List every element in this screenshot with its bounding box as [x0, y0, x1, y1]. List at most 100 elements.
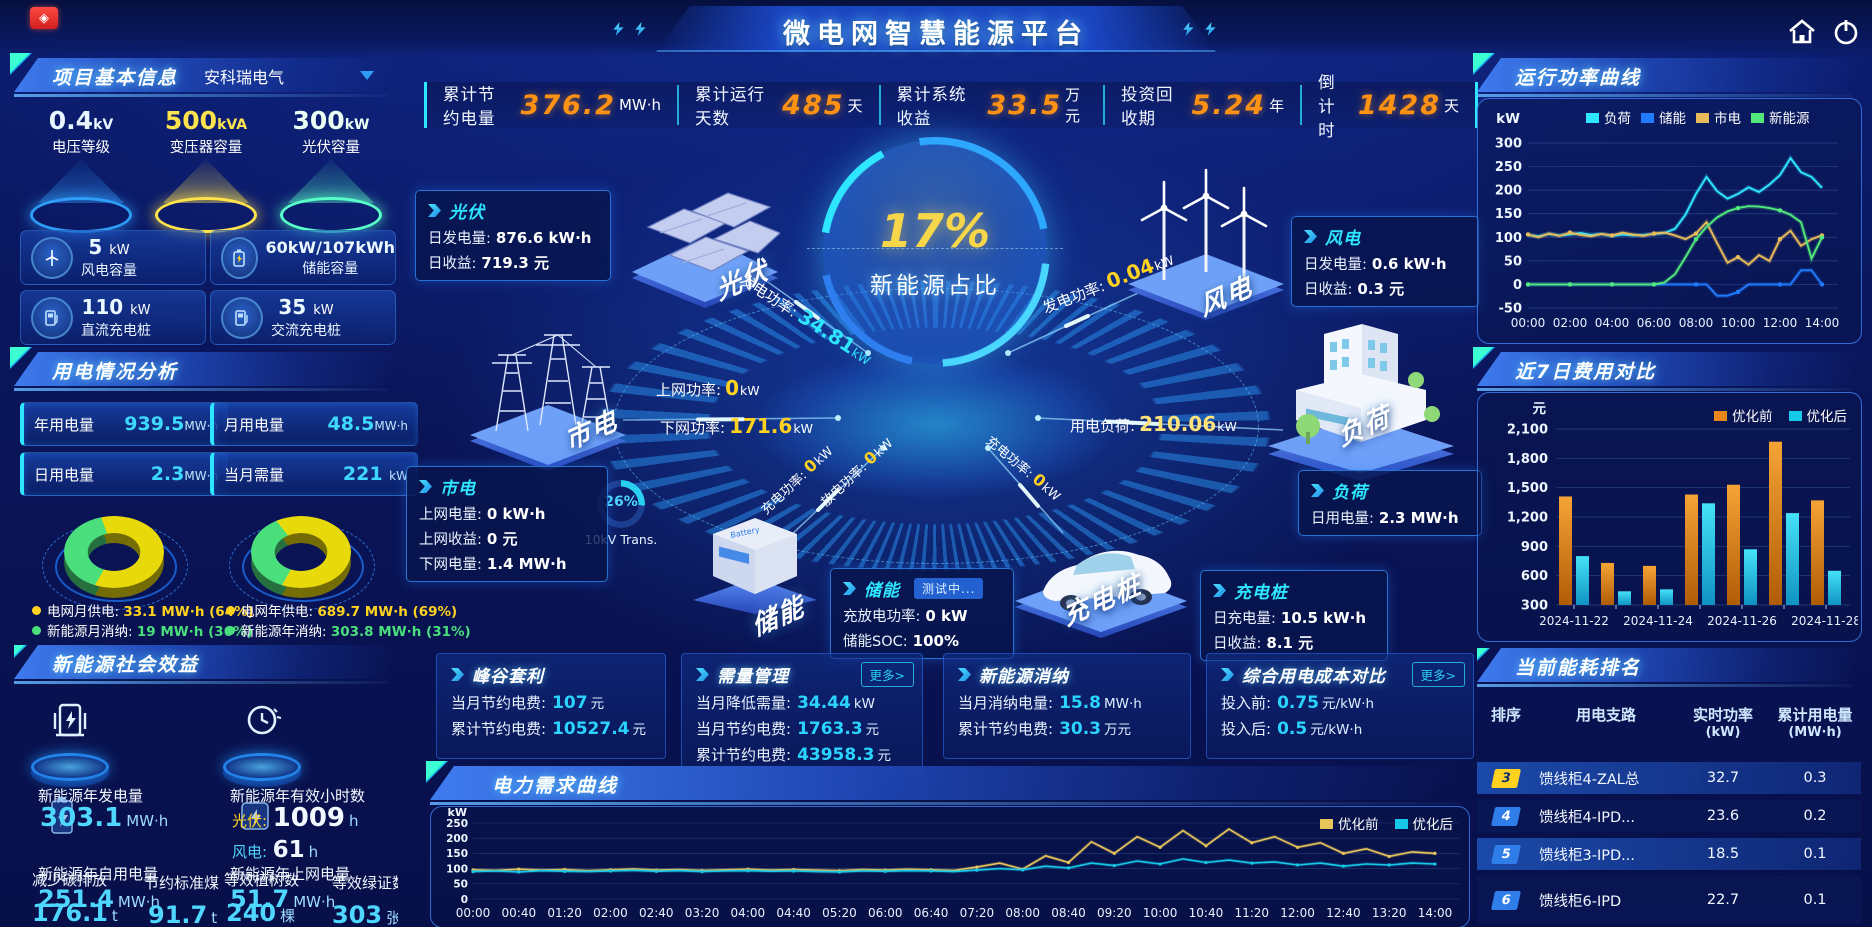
grid-node-illustration [470, 334, 626, 471]
grid-up-flow: 上网功率: 0kW [656, 376, 760, 400]
table-row[interactable]: 4 馈线柜4-IPD... 23.6 0.2 [1477, 800, 1861, 832]
legend-item[interactable]: 新能源 [1751, 107, 1810, 127]
power-icon[interactable] [1830, 16, 1862, 48]
kpi-value: 1428 [1357, 89, 1441, 121]
kpi-unit: MW·h [618, 96, 662, 114]
rank-badge: 4 [1490, 806, 1522, 826]
panel-title: 电力需求曲线 [492, 775, 619, 797]
grid-card: 市电 上网电量: 0 kW·h 上网收益: 0 元 下网电量: 1.4 MW·h [406, 466, 608, 582]
load-card: 负荷 日用电量: 2.3 MW·h [1298, 470, 1482, 536]
runpower-chart: 300 250 200 150 100 50 0 -50 kW 00:00 02:00 04:00 06… [1495, 111, 1839, 330]
svg-text:10:00: 10:00 [1143, 906, 1178, 920]
legend-item[interactable]: 优化后 [1394, 813, 1453, 833]
kpi-payback: 投资回收期 5.24 年 [1105, 85, 1303, 128]
chevron-right-icon [843, 582, 856, 595]
svg-text:kW: kW [448, 807, 467, 819]
table-row[interactable]: 3 馈线柜4-ZAL总 32.7 0.3 [1477, 762, 1861, 794]
transformer-capacity-indicator: 500kVA 变压器容量 [145, 106, 267, 233]
cert-value: 303 张 [332, 901, 398, 927]
generation-pedestal [30, 701, 110, 781]
kpi-value: 5.24 [1191, 89, 1267, 121]
panel-ranking-header: 当前能耗排名 [1477, 648, 1862, 687]
svg-text:100: 100 [1495, 231, 1522, 246]
svg-text:200: 200 [1495, 184, 1522, 199]
panel-demand-curve: 电力需求曲线 优化前 优化后 250 200 150 100 50 0 kW 00:00 00:4… [426, 761, 1470, 927]
svg-text:00:00: 00:00 [456, 906, 491, 920]
svg-text:02:00: 02:00 [1553, 316, 1588, 330]
renewable-share-label: 新能源占比 [870, 273, 1000, 299]
battery-icon [221, 236, 258, 279]
svg-text:1,200: 1,200 [1507, 511, 1548, 526]
svg-text:100: 100 [446, 863, 468, 875]
charging-station-icon [53, 703, 87, 737]
cone-ring [155, 197, 257, 233]
stat-unit: kW [313, 303, 334, 318]
storage-card: 储能 测试中... 充放电功率: 0 kW 储能SOC: 100% [830, 568, 1014, 659]
status-badge: 测试中... [914, 578, 984, 599]
kpi-label: 累计系统收益 [896, 85, 967, 128]
svg-text:50: 50 [453, 879, 468, 891]
panel-cost-compare: 近7日费用对比 优化前 优化后 2,100 1,800 1,500 1,200 900 60… [1473, 347, 1862, 642]
more-button[interactable]: 更多> [1411, 662, 1465, 687]
panel-usage-analysis: 用电情况分析 年用电量 939.5MW·h 月用电量 48.5MW·h 日用电量 2.… [10, 347, 471, 642]
panel-title: 新能源社会效益 [52, 654, 200, 676]
svg-text:02:40: 02:40 [639, 906, 674, 920]
kpi-label: 累计运行天数 [695, 85, 766, 128]
svg-text:02:00: 02:00 [593, 906, 628, 920]
table-row[interactable]: 6 馈线柜6-IPD 22.7 0.1 [1477, 876, 1861, 924]
legend-item[interactable]: 优化前 [1320, 813, 1379, 833]
svg-text:300: 300 [1521, 599, 1548, 614]
legend-grid-month: 电网月供电: 33.1 MW·h (64%) [32, 600, 254, 620]
svg-text:08:40: 08:40 [1051, 906, 1086, 920]
home-icon[interactable] [1786, 16, 1818, 48]
clock-icon [247, 705, 282, 735]
cone-unit: kV [93, 117, 114, 133]
self-use-value: 251.4 MW·h [38, 885, 160, 913]
runpower-chart-box: 负荷 储能 市电 新能源 300 250 200 150 100 50 0 -50 kW 00:00 02… [1477, 98, 1862, 344]
legend-item[interactable]: 负荷 [1586, 107, 1631, 127]
demand-chart-box: 优化前 优化后 250 200 150 100 50 0 kW 00:00 00:40 01:20 0… [430, 806, 1470, 927]
legend-item[interactable]: 优化后 [1788, 405, 1847, 425]
chevron-right-icon [1213, 584, 1226, 597]
table-row[interactable]: 5 馈线柜3-IPD... 18.5 0.1 [1477, 838, 1861, 870]
coal-value: 91.7 t [148, 901, 218, 927]
wind-capacity-stat: 5 kW 风电容量 [20, 230, 206, 285]
legend-item[interactable]: 市电 [1696, 107, 1741, 127]
svg-text:2024-11-28: 2024-11-28 [1791, 614, 1858, 628]
stat-value: 5 [88, 235, 103, 259]
svg-text:2,100: 2,100 [1507, 423, 1548, 438]
company-dropdown[interactable]: 安科瑞电气 [194, 62, 384, 89]
runpower-chart-legend: 负荷 储能 市电 新能源 [1586, 107, 1810, 127]
chevron-right-icon [451, 668, 464, 681]
transformer-pct: 26% [604, 494, 638, 510]
legend-item[interactable]: 优化前 [1714, 405, 1773, 425]
storage-capacity-stat: 60kW/107kWh 储能容量 [210, 230, 396, 285]
chevron-right-icon [419, 480, 432, 493]
hours-pedestal [222, 701, 302, 781]
ranking-table-header: 排序 用电支路 实时功率 (kW) 累计用电量 (MW·h) [1490, 706, 1853, 740]
svg-text:900: 900 [1521, 540, 1548, 555]
svg-text:2024-11-24: 2024-11-24 [1623, 614, 1693, 628]
center-sphere: 17% 新能源占比 [807, 140, 1063, 364]
renewable-share-value: 17% [879, 204, 991, 258]
export-label: 新能源年上网电量 [230, 865, 351, 883]
svg-text:0: 0 [461, 894, 468, 906]
voltage-level-indicator: 0.4kV 电压等级 [20, 106, 142, 233]
cone-value: 0.4 [48, 106, 94, 135]
svg-text:kW: kW [1496, 111, 1520, 127]
chevron-right-icon [1311, 484, 1324, 497]
chevron-right-icon [428, 204, 441, 217]
rank-badge: 5 [1490, 844, 1522, 864]
svg-text:50: 50 [1504, 254, 1522, 269]
panel-energy-ranking: 当前能耗排名 排序 用电支路 实时功率 (kW) 累计用电量 (MW·h) 3 馈线… [1477, 648, 1862, 927]
svg-text:0: 0 [1513, 278, 1522, 293]
cone-value: 500 [164, 106, 218, 135]
more-button[interactable]: 更多> [860, 662, 914, 687]
legend-item[interactable]: 储能 [1641, 107, 1686, 127]
wind-node-illustration [1128, 168, 1284, 320]
svg-text:2024-11-22: 2024-11-22 [1539, 614, 1609, 628]
legend-grid-year: 电网年供电: 689.7 MW·h (69%) [226, 600, 457, 620]
charger-node-illustration [1015, 550, 1187, 638]
stat-label: 交流充电桩 [271, 323, 341, 339]
